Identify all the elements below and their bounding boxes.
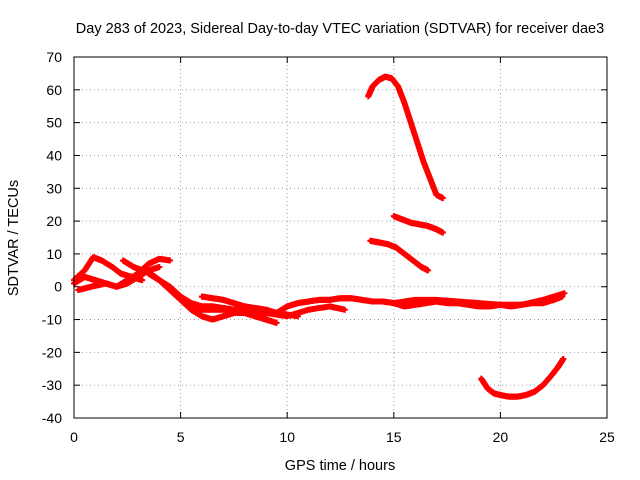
y-tick-label: 70: [46, 49, 62, 65]
series-track-j: [365, 73, 446, 202]
y-tick-label: 40: [46, 147, 62, 163]
y-axis-label: SDTVAR / TECUs: [6, 180, 22, 296]
plot-frame: [73, 56, 608, 419]
x-axis-label: GPS time / hours: [285, 458, 395, 474]
series-track-k: [367, 237, 431, 274]
data-point: [561, 290, 568, 297]
data-point: [273, 319, 280, 326]
y-tick-label: -10: [42, 312, 62, 328]
y-tick-label: 30: [46, 180, 62, 196]
data-point: [424, 267, 431, 274]
data-point: [166, 257, 173, 264]
y-tick-label: -30: [42, 377, 62, 393]
y-tick-label: 0: [54, 279, 62, 295]
axis-ticks: 0 5 10 15 20 25 -40 -30 -20 -10 0 10 20 30 40 50 60 70: [42, 49, 615, 445]
x-tick-label: 0: [70, 429, 78, 445]
series-track-g: [188, 303, 348, 320]
x-tick-label: 5: [177, 429, 185, 445]
data-point: [439, 195, 446, 202]
data-point: [139, 277, 146, 284]
y-tick-label: 50: [46, 115, 62, 131]
data-points: [71, 73, 568, 400]
chart-title: Day 283 of 2023, Sidereal Day-to-day VTE…: [76, 21, 604, 37]
y-tick-label: -40: [42, 410, 62, 426]
x-tick-label: 25: [599, 429, 615, 445]
x-tick-label: 15: [386, 429, 402, 445]
y-tick-label: -20: [42, 344, 62, 360]
y-tick-label: 20: [46, 213, 62, 229]
data-point: [439, 229, 446, 236]
y-tick-label: 10: [46, 246, 62, 262]
series-track-l: [390, 213, 446, 236]
series-track-m: [478, 355, 567, 400]
grid-lines: [74, 57, 607, 418]
data-point: [341, 306, 348, 313]
series-track-i: [390, 290, 568, 308]
x-tick-label: 10: [279, 429, 295, 445]
data-point: [560, 355, 567, 362]
data-point: [156, 264, 163, 271]
y-tick-label: 60: [46, 82, 62, 98]
x-tick-label: 20: [493, 429, 509, 445]
